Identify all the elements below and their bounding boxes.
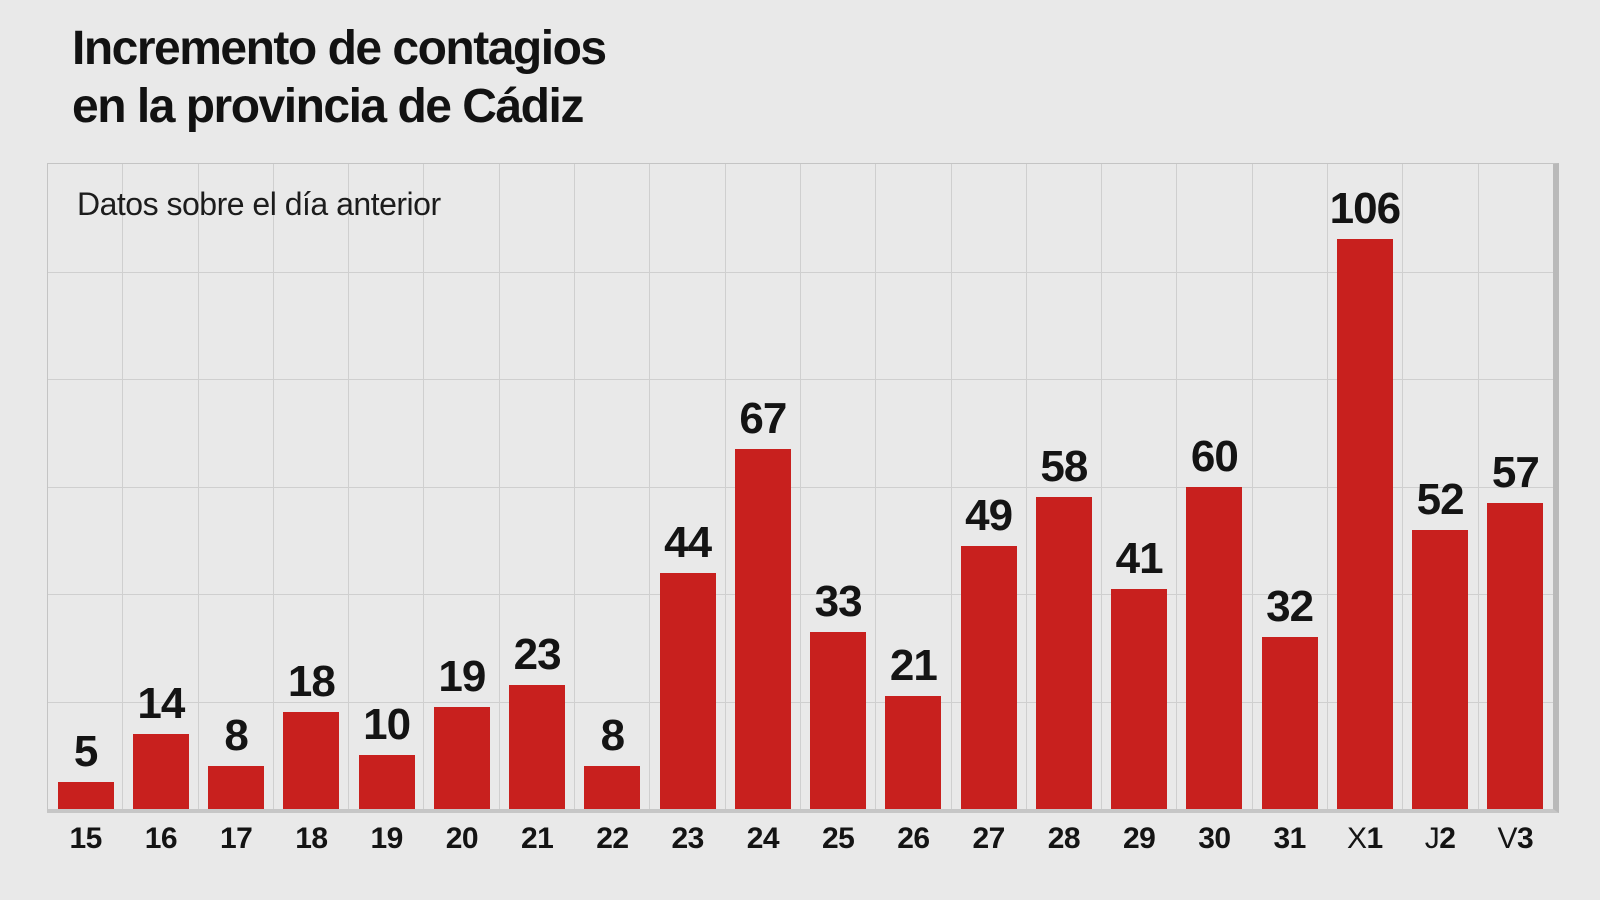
- x-axis-label: 22: [596, 822, 629, 855]
- x-axis-label: 18: [295, 822, 328, 855]
- bar: [885, 696, 942, 809]
- bar-column-15: 5: [48, 164, 123, 809]
- bar-value-label: 49: [965, 490, 1013, 540]
- bar-column-30: 60: [1177, 164, 1252, 809]
- chart-title-line1: Incremento de contagios: [72, 22, 607, 75]
- bars-layer: 5 14 8 18 10 19 23 8 44 67 33 21 49 58 41 60 32 106 52 57: [48, 164, 1553, 809]
- chart-title-line2: en la provincia de Cádiz: [72, 80, 584, 133]
- bar: [1035, 497, 1092, 809]
- x-axis-label: 19: [370, 822, 403, 855]
- x-axis-label: 28: [1047, 822, 1081, 855]
- x-axis-label-letter: X: [1347, 822, 1367, 855]
- bar: [358, 755, 415, 809]
- bar: [734, 448, 791, 809]
- bar-column-22: 8: [575, 164, 650, 809]
- bar-column-28: 58: [1026, 164, 1101, 809]
- x-axis-label-number: 3: [1517, 822, 1534, 855]
- x-axis-label: 26: [897, 822, 930, 855]
- bar-value-label: 67: [739, 393, 787, 443]
- bar-value-label: 41: [1115, 533, 1164, 583]
- bar-column-J2: 52: [1403, 164, 1478, 809]
- bar-column-V3: 57: [1478, 164, 1553, 809]
- bar-column-20: 19: [424, 164, 499, 809]
- bar: [1261, 637, 1318, 809]
- bar: [57, 782, 114, 809]
- x-axis-label: 30: [1198, 822, 1231, 855]
- bar: [283, 712, 340, 809]
- horizontal-gridline: [48, 594, 1553, 595]
- x-axis-label: 15: [69, 822, 102, 855]
- bar: [1336, 239, 1393, 809]
- bar-value-label: 8: [224, 711, 249, 760]
- bar-value-label: 60: [1190, 431, 1239, 481]
- horizontal-gridline: [48, 486, 1553, 488]
- bar-value-label: 23: [513, 630, 562, 680]
- x-axis-label: 29: [1122, 822, 1156, 855]
- bar: [1111, 588, 1168, 809]
- horizontal-gridline: [48, 379, 1553, 380]
- horizontal-gridline: [48, 701, 1553, 703]
- x-axis-label-letter: J: [1424, 822, 1440, 855]
- bar-value-label: 57: [1491, 447, 1540, 497]
- bar: [960, 545, 1017, 809]
- bar: [208, 766, 265, 809]
- bar-column-27: 49: [951, 164, 1026, 809]
- bar-value-label: 8: [600, 711, 626, 760]
- chart-subtitle: Datos sobre el día anterior: [77, 186, 441, 222]
- bar-column-26: 21: [876, 164, 951, 809]
- x-axis-label: 24: [746, 822, 780, 855]
- x-axis-label-number: 1: [1366, 822, 1384, 855]
- x-axis-label: 31: [1273, 822, 1306, 855]
- x-axis-label-number: 2: [1439, 822, 1456, 855]
- x-axis-label: X1: [1327, 822, 1402, 856]
- bar-column-23: 44: [650, 164, 725, 809]
- bar-value-label: 44: [664, 517, 712, 567]
- bar-value-label: 106: [1329, 184, 1401, 234]
- bar-column-29: 41: [1102, 164, 1177, 809]
- bar-value-label: 10: [363, 700, 411, 750]
- x-axis-label: 27: [972, 822, 1005, 855]
- bar: [509, 685, 566, 809]
- x-axis-label: 17: [219, 822, 253, 855]
- x-axis-labels: 15 16 17 18 19 20 21 22 23 24 25 26 27 28 29 30 31 X1 J2 V3: [48, 822, 1553, 856]
- bar-value-label: 18: [287, 657, 336, 707]
- x-axis-label-letter: V: [1497, 822, 1518, 855]
- bar: [132, 733, 189, 809]
- bar-column-24: 67: [725, 164, 800, 809]
- bar-value-label: 19: [438, 651, 486, 701]
- bar-column-21: 23: [500, 164, 575, 809]
- bar-column-X1: 106: [1327, 164, 1402, 809]
- bar: [433, 706, 490, 809]
- bar-column-16: 14: [123, 164, 198, 809]
- bar-value-label: 58: [1040, 442, 1088, 492]
- chart-title: Incremento de contagios en la provincia …: [72, 20, 607, 136]
- bar-value-label: 33: [814, 576, 863, 626]
- horizontal-gridline: [48, 271, 1553, 273]
- bar-value-label: 52: [1416, 474, 1465, 524]
- bar-column-18: 18: [274, 164, 349, 809]
- bar-value-label: 14: [137, 678, 185, 728]
- x-axis-label: J2: [1403, 822, 1478, 856]
- bar-column-31: 32: [1252, 164, 1327, 809]
- x-axis-label: 16: [144, 822, 178, 855]
- bar: [1186, 486, 1243, 809]
- bar-value-label: 32: [1266, 582, 1314, 631]
- bar-value-label: 5: [73, 727, 99, 777]
- bar: [584, 766, 641, 809]
- x-axis-label: 20: [445, 822, 479, 855]
- x-axis-label: 25: [821, 822, 855, 855]
- bar: [1412, 529, 1469, 809]
- bar: [810, 631, 867, 809]
- x-axis-label: V3: [1478, 822, 1553, 856]
- x-axis-label: 23: [671, 822, 704, 855]
- bar: [659, 572, 716, 809]
- bar-value-label: 21: [889, 641, 938, 691]
- bar-column-17: 8: [199, 164, 274, 809]
- plot-area: Datos sobre el día anterior 5 14 8 18 10 19 23…: [47, 163, 1559, 813]
- bar-column-25: 33: [801, 164, 876, 809]
- bar: [1487, 502, 1544, 809]
- x-axis-label: 21: [520, 822, 554, 855]
- bar-column-19: 10: [349, 164, 424, 809]
